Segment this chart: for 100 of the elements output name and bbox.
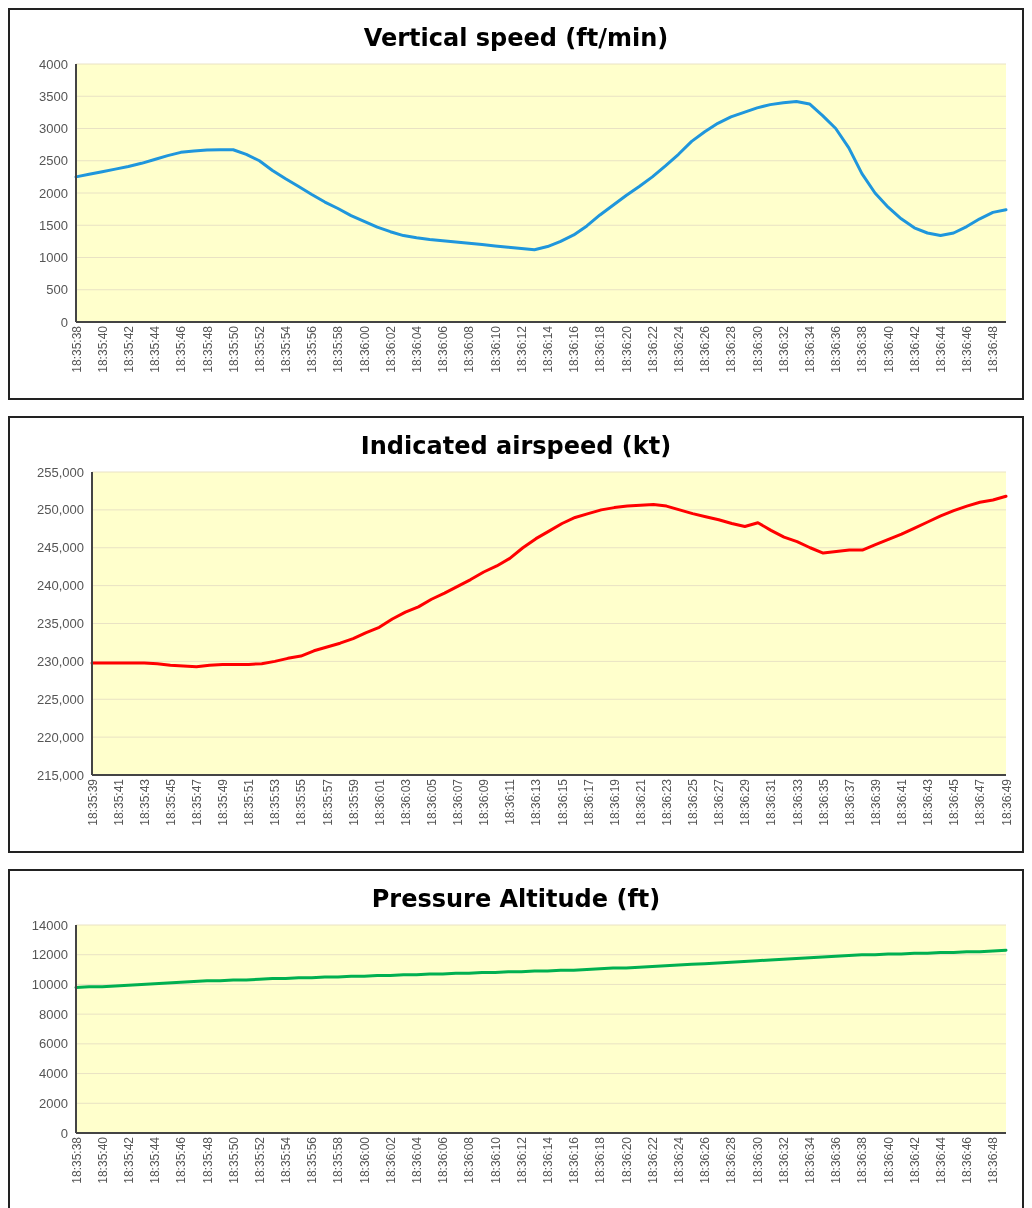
y-tick-label: 10000: [31, 977, 68, 993]
y-tick-label: 12000: [31, 947, 68, 963]
x-tick-label: 18:35:41: [111, 778, 126, 826]
x-tick-label: 18:36:46: [960, 325, 975, 373]
x-tick-label: 18:36:38: [855, 325, 870, 373]
x-tick-label: 18:36:44: [934, 325, 949, 373]
x-tick-label: 18:36:05: [425, 778, 440, 826]
y-tick-label: 3000: [39, 121, 68, 137]
x-tick-label: 18:35:54: [279, 1136, 294, 1184]
x-tick-label: 18:35:46: [174, 1136, 189, 1184]
y-tick-label: 2500: [39, 153, 68, 169]
x-tick-label: 18:36:36: [829, 325, 844, 373]
x-tick-label: 18:36:32: [776, 325, 791, 373]
x-tick-label: 18:35:44: [148, 325, 163, 373]
y-tick-label: 225,000: [37, 691, 84, 707]
x-tick-label: 18:35:58: [331, 1136, 346, 1184]
x-tick-label: 18:36:20: [619, 1136, 634, 1184]
x-tick-label: 18:36:02: [383, 1136, 398, 1184]
x-tick-label: 18:36:15: [555, 778, 570, 826]
y-tick-label: 250,000: [37, 502, 84, 518]
x-tick-label: 18:36:04: [410, 325, 425, 373]
x-tick-label: 18:36:47: [973, 778, 988, 826]
y-tick-label: 6000: [39, 1036, 68, 1052]
x-tick-label: 18:36:03: [398, 778, 413, 826]
x-tick-label: 18:36:45: [947, 778, 962, 826]
x-tick-label: 18:36:23: [660, 778, 675, 826]
chart-title: Indicated airspeed (kt): [359, 431, 673, 462]
x-tick-label: 18:36:49: [999, 778, 1014, 826]
y-tick-label: 4000: [39, 1066, 68, 1082]
x-tick-label: 18:36:07: [451, 778, 466, 826]
x-tick-label: 18:35:43: [137, 778, 152, 826]
x-tick-label: 18:35:52: [252, 1136, 267, 1184]
x-tick-label: 18:36:14: [541, 325, 556, 373]
line-series: [74, 948, 1008, 989]
x-tick-label: 18:36:17: [581, 778, 596, 826]
y-tick-label: 1500: [39, 217, 68, 233]
x-tick-label: 18:36:25: [686, 778, 701, 826]
x-tick-label: 18:35:48: [200, 325, 215, 373]
x-tick-label: 18:36:28: [724, 1136, 739, 1184]
y-tick-label: 0: [60, 1125, 68, 1141]
x-tick-label: 18:35:50: [226, 325, 241, 373]
x-tick-label: 18:35:56: [305, 325, 320, 373]
y-tick-label: 14000: [31, 917, 68, 933]
x-tick-label: 18:35:45: [163, 778, 178, 826]
x-tick-label: 18:36:26: [698, 1136, 713, 1184]
y-tick-label: 4000: [39, 56, 68, 72]
y-tick-label: 2000: [39, 185, 68, 201]
x-tick-label: 18:36:30: [750, 325, 765, 373]
line-series: [74, 99, 1008, 252]
x-tick-label: 18:35:49: [216, 778, 231, 826]
x-tick-label: 18:36:11: [503, 778, 518, 825]
x-tick-label: 18:36:40: [881, 1136, 896, 1184]
x-tick-label: 18:35:42: [121, 325, 136, 373]
line-series: [90, 494, 1008, 669]
x-tick-label: 18:36:24: [672, 1136, 687, 1184]
x-tick-label: 18:36:26: [698, 325, 713, 373]
chart-title: Pressure Altitude (ft): [370, 884, 662, 915]
x-tick-label: 18:35:47: [189, 778, 204, 826]
x-tick-label: 18:35:52: [252, 325, 267, 373]
x-tick-label: 18:36:42: [907, 325, 922, 373]
x-tick-label: 18:35:38: [69, 1136, 84, 1184]
x-tick-label: 18:36:00: [357, 1136, 372, 1184]
x-tick-label: 18:35:57: [320, 778, 335, 826]
x-tick-label: 18:36:12: [514, 1136, 529, 1184]
x-tick-label: 18:36:18: [593, 1136, 608, 1184]
x-tick-label: 18:36:16: [567, 1136, 582, 1184]
x-tick-label: 18:36:43: [921, 778, 936, 826]
x-tick-label: 18:36:02: [383, 325, 398, 373]
x-tick-label: 18:36:10: [488, 1136, 503, 1184]
x-tick-label: 18:36:46: [960, 1136, 975, 1184]
x-tick-label: 18:36:22: [645, 325, 660, 373]
x-tick-label: 18:36:22: [645, 1136, 660, 1184]
x-tick-label: 18:36:21: [633, 778, 648, 826]
x-tick-label: 18:36:08: [462, 325, 477, 373]
y-tick-label: 245,000: [37, 540, 84, 556]
x-tick-label: 18:36:30: [750, 1136, 765, 1184]
x-tick-label: 18:36:00: [357, 325, 372, 373]
y-tick-label: 0: [60, 314, 68, 330]
x-tick-label: 18:36:48: [986, 1136, 1001, 1184]
x-tick-label: 18:35:40: [95, 325, 110, 373]
y-tick-label: 230,000: [37, 653, 84, 669]
x-tick-label: 18:36:01: [372, 778, 387, 826]
x-tick-label: 18:36:13: [529, 778, 544, 826]
x-tick-label: 18:35:53: [268, 778, 283, 826]
x-tick-label: 18:35:44: [148, 1136, 163, 1184]
x-tick-label: 18:36:33: [790, 778, 805, 826]
x-tick-label: 18:36:34: [803, 1136, 818, 1184]
y-tick-label: 235,000: [37, 616, 84, 632]
x-tick-label: 18:35:51: [242, 778, 257, 826]
x-tick-label: 18:36:32: [776, 1136, 791, 1184]
x-tick-label: 18:35:39: [85, 778, 100, 826]
chart-title: Vertical speed (ft/min): [362, 23, 670, 54]
x-tick-label: 18:36:27: [712, 778, 727, 826]
x-tick-label: 18:36:35: [816, 778, 831, 826]
x-tick-label: 18:36:10: [488, 325, 503, 373]
x-tick-label: 18:36:34: [803, 325, 818, 373]
x-tick-label: 18:35:48: [200, 1136, 215, 1184]
y-tick-label: 255,000: [37, 464, 84, 480]
x-tick-label: 18:36:18: [593, 325, 608, 373]
x-tick-label: 18:36:09: [477, 778, 492, 826]
